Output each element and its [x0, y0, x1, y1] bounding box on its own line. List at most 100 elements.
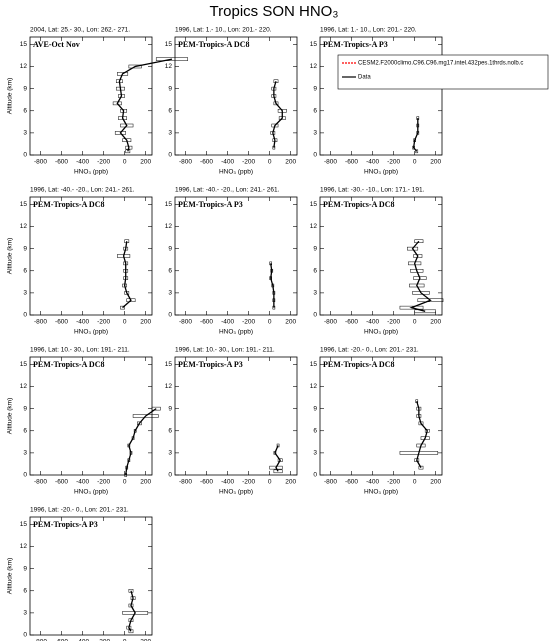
x-tick-label: 0 — [268, 319, 272, 326]
panel-title: 1996, Lat: 1.- 10., Lon: 201.- 220. — [175, 27, 272, 34]
x-tick-label: -800 — [324, 479, 337, 486]
y-tick-label: 12 — [20, 543, 28, 550]
x-tick-label: -400 — [76, 159, 89, 166]
panel-label: PEM-Tropics-A DC8 — [178, 40, 249, 49]
x-axis-label: HNO₃ (ppb) — [74, 489, 108, 496]
y-tick-label: 9 — [23, 405, 27, 412]
panel-label: AVE-Oct Nov — [33, 40, 80, 49]
error-bar — [137, 421, 142, 426]
y-tick-label: 6 — [23, 107, 27, 114]
x-tick-label: -600 — [55, 159, 68, 166]
y-tick-label: 15 — [165, 41, 173, 48]
error-bar — [114, 131, 126, 135]
y-tick-label: 15 — [310, 361, 318, 368]
x-axis-label: HNO₃ (ppb) — [219, 169, 253, 176]
y-tick-label: 0 — [313, 472, 317, 479]
y-tick-label: 12 — [310, 383, 318, 390]
y-tick-label: 12 — [310, 223, 318, 230]
panel-title: 2004, Lat: 25.- 30., Lon: 262.- 271. — [30, 27, 130, 34]
x-tick-label: -600 — [200, 159, 213, 166]
legend-label: CESM2.F2000climo.C96.C96.mg17.intel.432p… — [358, 61, 523, 67]
x-tick-label: -600 — [55, 639, 68, 641]
x-tick-label: -400 — [366, 159, 379, 166]
x-tick-label: -200 — [97, 479, 110, 486]
y-tick-label: 9 — [168, 245, 172, 252]
x-tick-label: -800 — [34, 319, 47, 326]
data-line — [116, 58, 173, 152]
y-tick-label: 15 — [310, 201, 318, 208]
y-tick-label: 9 — [168, 405, 172, 412]
panel-label: PEM-Tropics-A DC8 — [323, 360, 394, 369]
error-bar — [120, 123, 134, 128]
x-axis-label: HNO₃ (ppb) — [364, 169, 398, 176]
error-bar — [417, 298, 444, 302]
y-tick-label: 0 — [23, 152, 27, 159]
error-bar — [128, 64, 142, 69]
error-bar — [412, 291, 430, 295]
panel-label: PEM-Tropics-A P3 — [323, 40, 388, 49]
x-tick-label: 200 — [140, 639, 151, 641]
y-tick-label: 15 — [165, 201, 173, 208]
x-tick-label: 0 — [268, 159, 272, 166]
x-axis-label: HNO₃ (ppb) — [74, 169, 108, 176]
x-axis-label: HNO₃ (ppb) — [74, 329, 108, 336]
error-bar — [128, 629, 134, 634]
plot-frame — [29, 36, 153, 156]
y-tick-label: 3 — [168, 450, 172, 457]
x-tick-label: -200 — [97, 319, 110, 326]
plot-frame — [319, 196, 443, 316]
plot-frame — [319, 356, 443, 476]
y-tick-label: 6 — [313, 107, 317, 114]
panel-title: 1996, Lat: -40.- -20., Lon: 241.- 261. — [175, 187, 280, 194]
y-tick-label: 3 — [23, 450, 27, 457]
x-tick-label: 200 — [140, 159, 151, 166]
x-tick-label: -800 — [324, 319, 337, 326]
error-bar — [151, 406, 161, 411]
x-tick-label: -200 — [97, 639, 110, 641]
y-tick-label: 3 — [23, 130, 27, 137]
y-tick-label: 3 — [23, 610, 27, 617]
data-line — [125, 408, 157, 476]
x-tick-label: -400 — [76, 639, 89, 641]
panel-label: PEM-Tropics-A P3 — [178, 200, 243, 209]
error-bar — [126, 298, 136, 302]
error-bar — [132, 414, 159, 418]
x-tick-label: 200 — [285, 319, 296, 326]
plot-frame — [29, 356, 153, 476]
error-bar — [269, 465, 283, 470]
data-line — [274, 445, 281, 472]
x-tick-label: -800 — [34, 639, 47, 641]
y-tick-label: 6 — [23, 587, 27, 594]
x-tick-label: -600 — [200, 319, 213, 326]
y-tick-label: 12 — [165, 223, 173, 230]
panel-title: 1996, Lat: 10.- 30., Lon: 191.- 211. — [175, 347, 275, 354]
y-tick-label: 3 — [168, 130, 172, 137]
x-tick-label: -200 — [242, 159, 255, 166]
y-tick-label: 0 — [313, 312, 317, 319]
x-tick-label: -400 — [366, 319, 379, 326]
error-bar — [415, 149, 419, 154]
y-tick-label: 15 — [165, 361, 173, 368]
y-tick-label: 12 — [20, 223, 28, 230]
y-axis-label: Altitude (km) — [7, 238, 14, 274]
error-bar — [407, 246, 419, 251]
y-tick-label: 6 — [313, 427, 317, 434]
y-tick-label: 0 — [168, 312, 172, 319]
x-tick-label: 0 — [123, 639, 127, 641]
y-tick-label: 3 — [23, 290, 27, 297]
y-tick-label: 15 — [20, 41, 28, 48]
y-tick-label: 6 — [313, 267, 317, 274]
x-tick-label: -800 — [34, 479, 47, 486]
y-tick-label: 9 — [23, 245, 27, 252]
panel-title: 1996, Lat: -20.- 0., Lon: 201.- 231. — [30, 507, 129, 514]
y-axis-label: Altitude (km) — [7, 398, 14, 434]
y-tick-label: 0 — [23, 312, 27, 319]
data-line — [128, 590, 136, 632]
y-tick-label: 0 — [168, 472, 172, 479]
x-tick-label: -600 — [200, 479, 213, 486]
panel-title: 1996, Lat: -30.- -10., Lon: 171.- 191. — [320, 187, 425, 194]
x-tick-label: -600 — [55, 319, 68, 326]
panel-label: PEM-Tropics-A DC8 — [33, 200, 104, 209]
x-tick-label: -400 — [221, 319, 234, 326]
plot-frame — [174, 36, 298, 156]
